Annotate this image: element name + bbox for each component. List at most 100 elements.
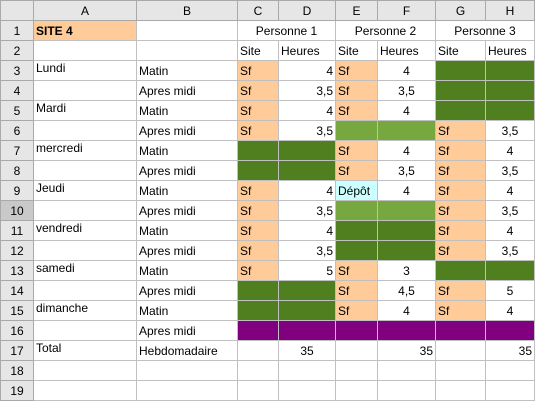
cell-b3[interactable]: Matin	[136, 60, 238, 81]
cell-e7[interactable]: Sf	[335, 140, 378, 161]
row-header-14[interactable]: 14	[0, 280, 34, 301]
cell-f13[interactable]: 3	[377, 260, 436, 281]
cell-h6[interactable]: 3,5	[485, 120, 535, 141]
cell-c3[interactable]: Sf	[237, 60, 279, 81]
cell-h11[interactable]: 4	[485, 220, 535, 241]
cell-f7[interactable]: 4	[377, 140, 436, 161]
cell-g5[interactable]	[435, 100, 486, 121]
cell-a5[interactable]: Mardi	[33, 100, 137, 121]
cell-c13[interactable]: Sf	[237, 260, 279, 281]
cell-h17[interactable]: 35	[485, 340, 535, 361]
cell-b18[interactable]	[136, 360, 238, 381]
cell-a13[interactable]: samedi	[33, 260, 137, 281]
cell-a7[interactable]: mercredi	[33, 140, 137, 161]
cell-d6[interactable]: 3,5	[278, 120, 336, 141]
cell-g8[interactable]: Sf	[435, 160, 486, 181]
cell-e18[interactable]	[335, 360, 378, 381]
cell-f15[interactable]: 4	[377, 300, 436, 321]
cell-g10[interactable]: Sf	[435, 200, 486, 221]
cell-a17[interactable]: Total	[33, 340, 137, 361]
row-header-1[interactable]: 1	[0, 20, 34, 41]
cell-a4[interactable]	[33, 80, 137, 101]
column-header-f[interactable]: F	[377, 0, 436, 21]
row-header-18[interactable]: 18	[0, 360, 34, 381]
cell-b7[interactable]: Matin	[136, 140, 238, 161]
cell-h8[interactable]: 3,5	[485, 160, 535, 181]
cell-g4[interactable]	[435, 80, 486, 101]
cell-a18[interactable]	[33, 360, 137, 381]
column-header-a[interactable]: A	[33, 0, 137, 21]
cell-f6[interactable]	[377, 120, 436, 141]
cell-e4[interactable]: Sf	[335, 80, 378, 101]
cell-a14[interactable]	[33, 280, 137, 301]
cell-c16[interactable]	[237, 320, 279, 341]
cell-g11[interactable]: Sf	[435, 220, 486, 241]
cell-h19[interactable]	[485, 380, 535, 401]
row-header-10[interactable]: 10	[0, 200, 34, 221]
cell-b5[interactable]: Matin	[136, 100, 238, 121]
cell-b9[interactable]: Matin	[136, 180, 238, 201]
column-header-g[interactable]: G	[435, 0, 486, 21]
cell-f11[interactable]	[377, 220, 436, 241]
row-header-11[interactable]: 11	[0, 220, 34, 241]
row-header-4[interactable]: 4	[0, 80, 34, 101]
cell-f18[interactable]	[377, 360, 436, 381]
cell-e15[interactable]: Sf	[335, 300, 378, 321]
row-header-7[interactable]: 7	[0, 140, 34, 161]
cell-h7[interactable]: 4	[485, 140, 535, 161]
cell-b15[interactable]: Matin	[136, 300, 238, 321]
cell-b8[interactable]: Apres midi	[136, 160, 238, 181]
cell-a8[interactable]	[33, 160, 137, 181]
cell-h18[interactable]	[485, 360, 535, 381]
cell-e14[interactable]: Sf	[335, 280, 378, 301]
cell-b12[interactable]: Apres midi	[136, 240, 238, 261]
row-header-5[interactable]: 5	[0, 100, 34, 121]
cell-g16[interactable]	[435, 320, 486, 341]
cell-d11[interactable]: 4	[278, 220, 336, 241]
cell-h14[interactable]: 5	[485, 280, 535, 301]
cell-h12[interactable]: 3,5	[485, 240, 535, 261]
row-header-9[interactable]: 9	[0, 180, 34, 201]
cell-d16[interactable]	[278, 320, 336, 341]
cell-g14[interactable]: Sf	[435, 280, 486, 301]
cell-c11[interactable]: Sf	[237, 220, 279, 241]
cell-c17[interactable]	[237, 340, 279, 361]
cell-h5[interactable]	[485, 100, 535, 121]
cell-g6[interactable]: Sf	[435, 120, 486, 141]
cell-h3[interactable]	[485, 60, 535, 81]
row-header-17[interactable]: 17	[0, 340, 34, 361]
column-header-e[interactable]: E	[335, 0, 378, 21]
row-header-16[interactable]: 16	[0, 320, 34, 341]
row-header-12[interactable]: 12	[0, 240, 34, 261]
cell-e12[interactable]	[335, 240, 378, 261]
cell-e19[interactable]	[335, 380, 378, 401]
cell-g1[interactable]: Personne 3	[435, 20, 535, 41]
cell-c14[interactable]	[237, 280, 279, 301]
cell-a16[interactable]	[33, 320, 137, 341]
row-header-19[interactable]: 19	[0, 380, 34, 401]
cell-g9[interactable]: Sf	[435, 180, 486, 201]
row-header-8[interactable]: 8	[0, 160, 34, 181]
cell-f19[interactable]	[377, 380, 436, 401]
cell-c7[interactable]	[237, 140, 279, 161]
row-header-15[interactable]: 15	[0, 300, 34, 321]
cell-e13[interactable]: Sf	[335, 260, 378, 281]
column-header-b[interactable]: B	[136, 0, 238, 21]
cell-b11[interactable]: Matin	[136, 220, 238, 241]
cell-f8[interactable]: 3,5	[377, 160, 436, 181]
row-header-2[interactable]: 2	[0, 40, 34, 61]
cell-c12[interactable]: Sf	[237, 240, 279, 261]
cell-b13[interactable]: Matin	[136, 260, 238, 281]
cell-g2[interactable]: Site	[435, 40, 486, 61]
cell-b10[interactable]: Apres midi	[136, 200, 238, 221]
cell-a19[interactable]	[33, 380, 137, 401]
row-header-13[interactable]: 13	[0, 260, 34, 281]
cell-e1[interactable]: Personne 2	[335, 20, 436, 41]
cell-b4[interactable]: Apres midi	[136, 80, 238, 101]
cell-g7[interactable]: Sf	[435, 140, 486, 161]
cell-f4[interactable]: 3,5	[377, 80, 436, 101]
cell-g13[interactable]	[435, 260, 486, 281]
cell-e10[interactable]	[335, 200, 378, 221]
cell-d15[interactable]	[278, 300, 336, 321]
cell-d2[interactable]: Heures	[278, 40, 336, 61]
